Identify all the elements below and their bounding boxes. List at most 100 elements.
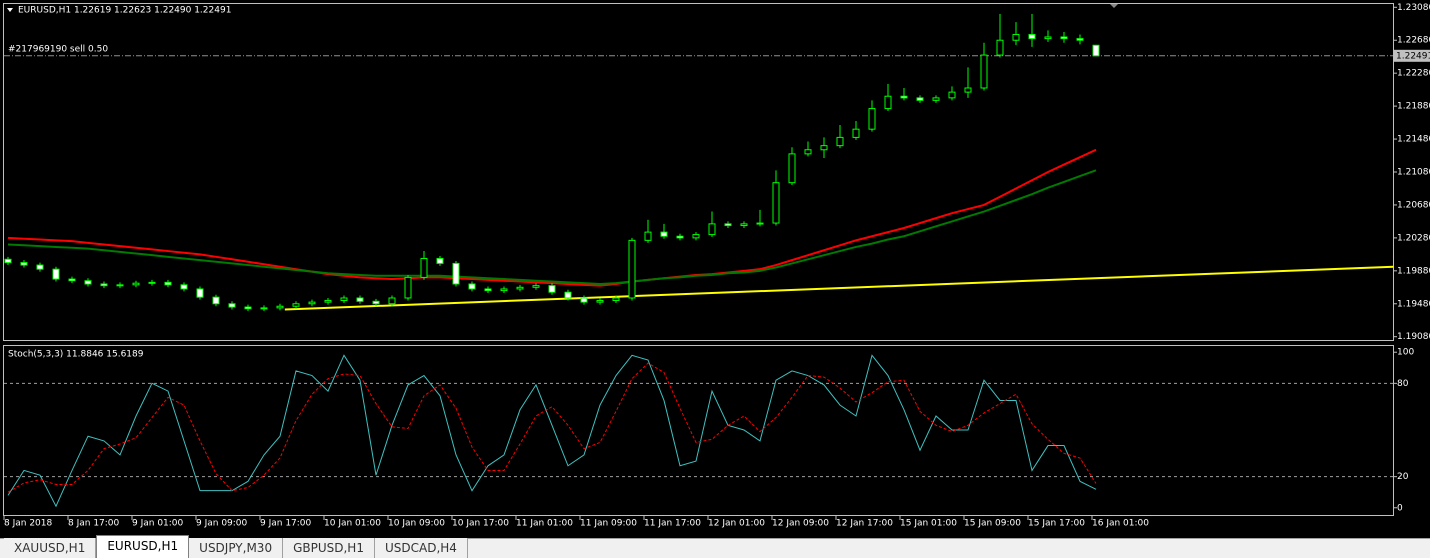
- y-tick-label: 1.19480: [1397, 299, 1430, 309]
- candle-body: [804, 149, 812, 155]
- x-tick-label: 16 Jan 01:00: [1092, 519, 1149, 529]
- candle-body: [388, 297, 396, 305]
- stoch-title: Stoch(5,3,3) 11.8846 15.6189: [8, 350, 144, 360]
- x-tick-label: 8 Jan 17:00: [68, 519, 120, 529]
- candle-body: [996, 39, 1004, 56]
- candle-body: [644, 231, 652, 241]
- candle-body: [596, 299, 604, 303]
- candle-body: [628, 239, 636, 299]
- y-tick-label: 1.20280: [1397, 233, 1430, 243]
- candle-body: [292, 303, 300, 307]
- candle-body: [740, 223, 748, 227]
- order-label: #217969190 sell 0.50: [8, 44, 108, 54]
- candle-body: [164, 281, 172, 286]
- candle-body: [148, 281, 156, 284]
- candle-body: [788, 153, 796, 184]
- candle-body: [260, 307, 268, 310]
- stoch-line: [7, 362, 1097, 493]
- y-tick-label: 20: [1397, 472, 1409, 482]
- candle-body: [724, 223, 732, 227]
- candle-body: [420, 257, 428, 278]
- symbol-tab[interactable]: EURUSD,H1: [96, 535, 190, 558]
- candle-body: [1060, 36, 1068, 40]
- candle-body: [932, 97, 940, 101]
- candle-body: [612, 297, 620, 301]
- y-tick-label: 1.21880: [1397, 102, 1430, 112]
- symbol-tab[interactable]: USDCAD,H4: [374, 538, 468, 558]
- candle-body: [500, 288, 508, 292]
- stoch-line: [7, 354, 1097, 508]
- candle-body: [20, 262, 28, 266]
- candle-body: [196, 288, 204, 298]
- stoch-plot: 100 80 20 0: [4, 348, 1414, 513]
- moving-average: [7, 148, 1097, 287]
- candle-body: [548, 285, 556, 293]
- candle-body: [404, 276, 412, 299]
- symbol-tab[interactable]: XAUUSD,H1: [4, 538, 97, 558]
- candle-body: [1028, 33, 1036, 40]
- candle-body: [68, 278, 76, 282]
- x-tick-label: 12 Jan 09:00: [772, 519, 829, 529]
- main-plot: 1.23080 1.22680 1.22280 1.21880 1.21480 1.210…: [4, 3, 1430, 342]
- candle-body: [708, 223, 716, 236]
- x-tick-label: 9 Jan 17:00: [260, 519, 312, 529]
- candle-body: [900, 95, 908, 99]
- x-tick-label: 8 Jan 2018: [4, 519, 52, 529]
- candle-body: [276, 305, 284, 309]
- x-tick-label: 15 Jan 01:00: [900, 519, 957, 529]
- y-tick-label: 1.23080: [1397, 3, 1430, 13]
- candle-body: [676, 235, 684, 239]
- candle-body: [980, 54, 988, 89]
- y-tick-label: 0: [1397, 503, 1403, 513]
- terminal-chart: EURUSD,H1 1.22619 1.22623 1.22490 1.2249…: [3, 3, 1430, 529]
- last-price-box: [1394, 49, 1430, 62]
- candle-body: [1076, 38, 1084, 41]
- last-price-label: 1.22491: [1396, 51, 1430, 61]
- x-tick-label: 10 Jan 09:00: [388, 519, 445, 529]
- candle-body: [772, 182, 780, 224]
- symbol-tabs: XAUUSD,H1 EURUSD,H1 USDJPY,M30 GBPUSD,H1 USD…: [0, 535, 1430, 558]
- y-tick-label: 1.22680: [1397, 36, 1430, 46]
- chart-header: EURUSD,H1 1.22619 1.22623 1.22490 1.2249…: [18, 6, 231, 16]
- candle-body: [308, 301, 316, 305]
- y-tick-label: 1.19880: [1397, 266, 1430, 276]
- y-tick-label: 1.21480: [1397, 135, 1430, 145]
- symbol-tab[interactable]: USDJPY,M30: [189, 538, 284, 558]
- candle-body: [52, 268, 60, 280]
- candle-body: [228, 303, 236, 308]
- symbol-tab[interactable]: GBPUSD,H1: [283, 538, 375, 558]
- candle-body: [852, 128, 860, 138]
- x-tick-label: 11 Jan 01:00: [516, 519, 573, 529]
- x-tick-label: 11 Jan 17:00: [644, 519, 701, 529]
- main-frame: [3, 3, 1394, 341]
- candle-body: [1012, 33, 1020, 41]
- candle-body: [116, 284, 124, 287]
- y-tick-label: 1.21080: [1397, 168, 1430, 178]
- x-tick-label: 11 Jan 09:00: [580, 519, 637, 529]
- candle-body: [1044, 36, 1052, 40]
- y-tick-label: 1.20680: [1397, 200, 1430, 210]
- candle-body: [84, 280, 92, 285]
- x-tick-label: 15 Jan 17:00: [1028, 519, 1085, 529]
- x-tick-label: 12 Jan 01:00: [708, 519, 765, 529]
- candle-body: [820, 145, 828, 151]
- candle-body: [692, 234, 700, 239]
- candle-body: [564, 291, 572, 299]
- trendline: [284, 265, 1394, 311]
- y-tick-label: 80: [1397, 379, 1409, 389]
- candle-body: [964, 87, 972, 93]
- candle-body: [580, 297, 588, 303]
- x-tick-label: 9 Jan 01:00: [132, 519, 184, 529]
- candle-body: [916, 97, 924, 101]
- x-tick-label: 12 Jan 17:00: [836, 519, 893, 529]
- candle-body: [660, 231, 668, 237]
- candle-body: [436, 257, 444, 264]
- y-tick-label: 100: [1397, 348, 1414, 358]
- x-tick-label: 10 Jan 17:00: [452, 519, 509, 529]
- candle-body: [948, 91, 956, 99]
- candle-body: [516, 286, 524, 290]
- x-tick-label: 10 Jan 01:00: [324, 519, 381, 529]
- candle-body: [484, 288, 492, 292]
- shift-marker: [1110, 4, 1118, 8]
